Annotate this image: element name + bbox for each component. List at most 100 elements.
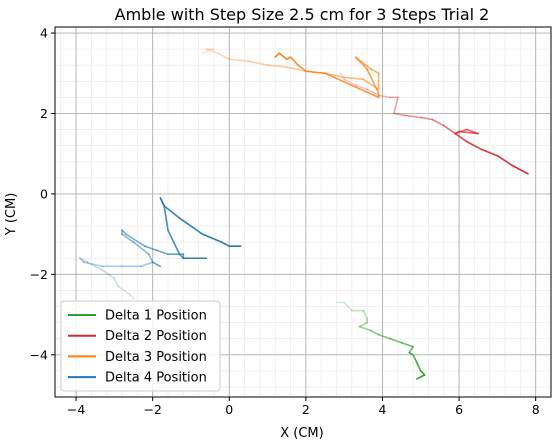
series-segment <box>201 233 223 243</box>
series-segment <box>358 325 372 332</box>
series-segment <box>266 64 288 69</box>
series-segment <box>178 217 204 235</box>
series-segment <box>404 114 422 119</box>
series-segment <box>117 285 131 296</box>
series-segment <box>155 249 169 256</box>
series-segment <box>343 301 353 312</box>
series-segment <box>419 116 434 121</box>
series-segment <box>442 124 457 135</box>
legend-entry: Delta 4 Position <box>105 371 207 386</box>
series-segment <box>358 321 368 328</box>
series-segment <box>343 78 357 87</box>
series-segment <box>128 293 135 300</box>
series-segment <box>412 353 418 364</box>
series-segment <box>370 329 380 336</box>
series-segment <box>205 48 219 54</box>
series-segment <box>305 70 326 75</box>
series-segment <box>377 333 391 340</box>
series-segment <box>324 72 380 99</box>
series-segment <box>163 205 181 219</box>
series-segment <box>121 233 135 243</box>
series-segment <box>201 48 215 54</box>
x-tick-label: 6 <box>455 402 463 417</box>
y-tick-label: 2 <box>40 106 48 121</box>
series-segment <box>400 341 414 348</box>
x-axis-label: X (CM) <box>280 426 323 441</box>
x-tick-label: 0 <box>225 402 233 417</box>
series-segment <box>354 84 368 91</box>
series-segment <box>496 154 514 167</box>
series-segment <box>419 370 426 376</box>
series-segment <box>377 94 391 99</box>
x-tick-label: −4 <box>67 402 85 417</box>
x-tick-label: 4 <box>378 402 386 417</box>
y-axis-ticks: −4 −2 0 2 4 <box>30 26 55 362</box>
series-segment <box>140 261 154 268</box>
series-segment <box>79 257 85 264</box>
series-segment <box>431 118 445 127</box>
series-segment <box>343 76 365 81</box>
y-tick-label: −4 <box>30 347 48 362</box>
series-segment <box>125 233 146 247</box>
x-tick-label: 8 <box>532 402 540 417</box>
series-segment <box>163 205 169 231</box>
series-3 <box>201 48 380 99</box>
series-segment <box>178 253 185 260</box>
series-segment <box>82 261 104 268</box>
series-segment <box>465 140 483 151</box>
series-segment <box>511 164 529 175</box>
series-segment <box>481 148 499 157</box>
x-tick-label: −2 <box>143 402 161 417</box>
y-tick-label: −2 <box>30 267 48 282</box>
series-segment <box>151 261 162 268</box>
series-segment <box>113 277 119 288</box>
chart-title: Amble with Step Size 2.5 cm for 3 Steps … <box>115 5 490 24</box>
series-segment <box>216 52 227 58</box>
series-segment <box>121 229 127 235</box>
series-segment <box>102 269 116 280</box>
series-segment <box>274 52 280 58</box>
legend-entry: Delta 3 Position <box>105 350 207 365</box>
series-segment <box>228 58 250 62</box>
series-segment <box>362 309 368 320</box>
series-layer <box>79 48 529 380</box>
series-segment <box>454 132 468 143</box>
series-segment <box>458 130 480 135</box>
y-axis-label: Y (CM) <box>4 193 19 237</box>
series-segment <box>366 88 380 97</box>
series-segment <box>151 261 162 268</box>
series-segment <box>86 261 104 272</box>
series-segment <box>297 64 307 73</box>
series-segment <box>393 96 399 115</box>
series-segment <box>389 337 403 344</box>
x-axis-ticks: −4 −2 0 2 4 6 8 <box>67 397 540 417</box>
series-segment <box>144 245 158 252</box>
series-segment <box>220 241 231 247</box>
series-2 <box>339 72 529 175</box>
x-tick-label: 2 <box>302 402 310 417</box>
series-segment <box>370 68 380 75</box>
series-segment <box>159 197 165 207</box>
legend: Delta 1 Position Delta 2 Position Delta 3 … <box>60 300 221 392</box>
series-segment <box>167 229 181 256</box>
y-tick-label: 0 <box>40 186 48 201</box>
series-segment <box>416 362 422 372</box>
series-4 <box>79 197 242 300</box>
y-tick-label: 4 <box>40 26 48 41</box>
plot-frame <box>54 26 552 398</box>
series-segment <box>366 68 380 95</box>
series-segment <box>393 112 407 117</box>
series-segment <box>132 241 150 256</box>
series-segment <box>247 60 269 67</box>
series-segment <box>148 253 154 264</box>
series-1 <box>335 301 426 380</box>
legend-entry: Delta 2 Position <box>105 329 207 344</box>
series-segment <box>416 374 426 380</box>
series-segment <box>79 257 89 264</box>
series-segment <box>278 52 288 60</box>
series-segment <box>354 56 368 71</box>
series-segment <box>289 56 300 67</box>
legend-entry: Delta 1 Position <box>105 309 207 324</box>
series-segment <box>224 56 231 60</box>
